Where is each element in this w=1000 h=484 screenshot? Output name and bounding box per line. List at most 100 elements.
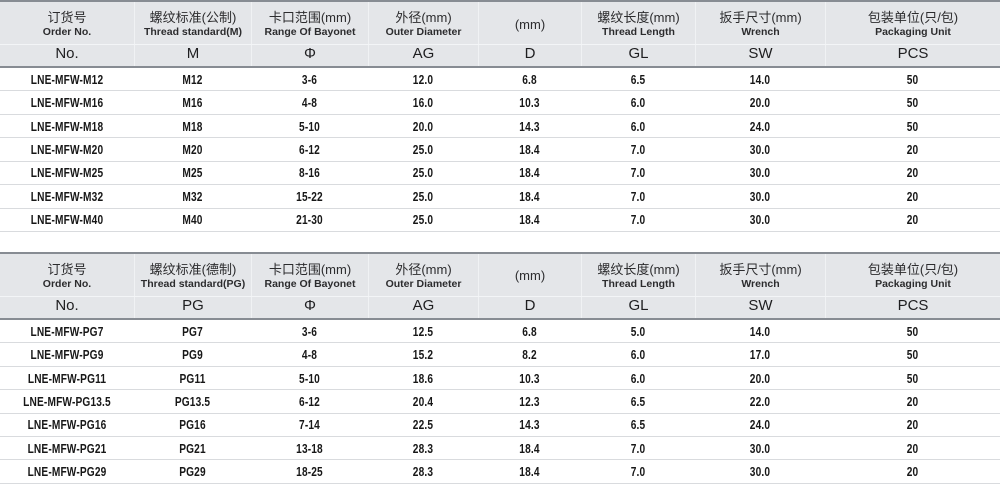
col-en-label: Order No.: [42, 26, 92, 38]
cell-sw: 14.0: [749, 71, 771, 87]
metric-table-body: LNE-MFW-M12 M12 3-6 12.0 6.8 6.5 14.0 50 LNE-MF…: [0, 68, 1000, 232]
col-en-label: Outer Diameter: [385, 26, 462, 38]
table-row: LNE-MFW-M16 M16 4-8 16.0 10.3 6.0 20.0 50: [0, 91, 1000, 115]
col-en-label: Thread Length: [602, 26, 675, 38]
cell-thread: PG29: [179, 464, 206, 480]
cell-d: 18.4: [519, 440, 540, 456]
cell-range: 8-16: [299, 165, 320, 181]
col-header-d-mm: (mm): [478, 2, 581, 44]
cell-thread: M12: [182, 71, 203, 87]
cell-thread: PG9: [182, 347, 203, 363]
cell-sw: 24.0: [749, 417, 771, 433]
cell-pcs: 20: [906, 464, 919, 480]
col-header-bayonet-range: 卡口范围(mm) Range Of Bayonet: [251, 253, 368, 296]
cell-gl: 6.0: [630, 118, 646, 134]
table-row: LNE-MFW-PG11 PG11 5-10 18.6 10.3 6.0 20.0 50: [0, 366, 1000, 391]
cell-gl: 7.0: [630, 141, 646, 157]
col-zh-label: 外径(mm): [395, 261, 452, 277]
col-en-label: Thread standard(PG): [140, 277, 246, 290]
table-gap: [0, 231, 1000, 252]
cell-pcs: 50: [906, 347, 919, 363]
cell-thread: PG16: [179, 417, 206, 433]
table-row: LNE-MFW-M12 M12 3-6 12.0 6.8 6.5 14.0 50: [0, 68, 1000, 92]
col-header-packaging-unit: 包装单位(只/包) Packaging Unit: [825, 253, 1000, 296]
cell-pcs: 50: [906, 323, 919, 339]
header-bilingual-row: 订货号 Order No. 螺纹标准(公制) Thread standard(M) …: [0, 2, 1000, 44]
cell-order-no: LNE-MFW-M12: [30, 71, 104, 87]
col-zh-label: (mm): [514, 268, 546, 284]
cell-thread: M20: [182, 141, 203, 157]
col-header-wrench: 扳手尺寸(mm) Wrench: [695, 2, 825, 44]
table-row: LNE-MFW-M32 M32 15-22 25.0 18.4 7.0 30.0 20: [0, 185, 1000, 209]
cell-thread: PG21: [179, 440, 206, 456]
col-code: No.: [55, 296, 79, 314]
metric-spec-table: 订货号 Order No. 螺纹标准(公制) Thread standard(M) …: [0, 0, 1000, 232]
cell-order-no: LNE-MFW-PG16: [27, 417, 107, 433]
col-zh-label: 卡口范围(mm): [268, 261, 352, 277]
header-bilingual-row: 订货号 Order No. 螺纹标准(德制) Thread standard(PG)…: [0, 253, 1000, 296]
cell-order-no: LNE-MFW-PG7: [30, 323, 104, 339]
col-code: M: [134, 45, 251, 66]
cell-range: 5-10: [299, 370, 320, 386]
cell-ag: 18.6: [412, 370, 434, 386]
col-en-label: Thread standard(M): [143, 26, 242, 38]
cell-range: 13-18: [296, 440, 323, 456]
cell-sw: 24.0: [749, 118, 771, 134]
col-zh-label: 包装单位(只/包): [867, 10, 959, 25]
cell-order-no: LNE-MFW-PG11: [27, 370, 107, 386]
col-en-label: Wrench: [741, 277, 780, 290]
cell-order-no: LNE-MFW-PG13.5: [23, 393, 111, 409]
cell-sw: 30.0: [749, 141, 771, 157]
cell-ag: 25.0: [412, 212, 434, 228]
pg-spec-table: 订货号 Order No. 螺纹标准(德制) Thread standard(PG)…: [0, 251, 1000, 484]
cell-order-no: LNE-MFW-M20: [30, 141, 104, 157]
cell-ag: 25.0: [412, 188, 434, 204]
cell-gl: 6.0: [630, 95, 646, 111]
col-code: SW: [695, 45, 825, 66]
cell-d: 14.3: [519, 118, 540, 134]
cell-thread: M18: [182, 118, 203, 134]
col-header-thread-standard: 螺纹标准(公制) Thread standard(M): [134, 2, 251, 44]
col-zh-label: 扳手尺寸(mm): [719, 10, 802, 25]
table-row: LNE-MFW-PG13.5 PG13.5 6-12 20.4 12.3 6.5 22.0 2…: [0, 390, 1000, 414]
cell-sw: 30.0: [749, 165, 771, 181]
cell-d: 18.4: [519, 165, 540, 181]
table-row: LNE-MFW-M20 M20 6-12 25.0 18.4 7.0 30.0 20: [0, 138, 1000, 162]
cell-order-no: LNE-MFW-M40: [30, 212, 104, 228]
col-zh-label: 螺纹长度(mm): [597, 10, 680, 25]
cell-thread: PG13.5: [174, 393, 211, 409]
col-zh-label: 螺纹标准(德制): [149, 261, 237, 277]
cell-thread: M40: [182, 212, 203, 228]
col-header-outer-diameter: 外径(mm) Outer Diameter: [368, 253, 478, 296]
cell-ag: 28.3: [412, 464, 434, 480]
col-en-label: Range Of Bayonet: [264, 26, 356, 38]
cell-pcs: 20: [906, 417, 919, 433]
cell-pcs: 20: [906, 165, 919, 181]
cell-sw: 20.0: [749, 370, 771, 386]
cell-sw: 30.0: [749, 212, 771, 228]
cell-ag: 28.3: [412, 440, 434, 456]
cell-ag: 25.0: [412, 141, 434, 157]
cell-gl: 6.5: [630, 71, 646, 87]
cell-range: 6-12: [299, 141, 320, 157]
cell-order-no: LNE-MFW-PG9: [30, 347, 104, 363]
cell-ag: 20.4: [412, 393, 434, 409]
cell-sw: 30.0: [749, 188, 771, 204]
col-zh-label: 螺纹标准(公制): [149, 10, 237, 25]
col-en-label: Packaging Unit: [875, 26, 951, 38]
cell-gl: 5.0: [630, 323, 646, 339]
col-header-d-mm: (mm): [478, 253, 581, 296]
cell-pcs: 20: [906, 188, 919, 204]
cell-sw: 17.0: [749, 347, 771, 363]
col-en-label: Wrench: [741, 26, 780, 38]
col-zh-label: (mm): [514, 16, 546, 32]
col-code: SW: [695, 296, 825, 318]
metric-table-header: 订货号 Order No. 螺纹标准(公制) Thread standard(M) …: [0, 0, 1000, 68]
col-en-label: Thread Length: [602, 277, 675, 290]
cell-pcs: 50: [906, 118, 919, 134]
cell-ag: 15.2: [412, 347, 434, 363]
cell-range: 15-22: [296, 188, 323, 204]
col-en-label: Order No.: [42, 277, 92, 290]
cell-order-no: LNE-MFW-M25: [30, 165, 104, 181]
cell-thread: M16: [182, 95, 203, 111]
